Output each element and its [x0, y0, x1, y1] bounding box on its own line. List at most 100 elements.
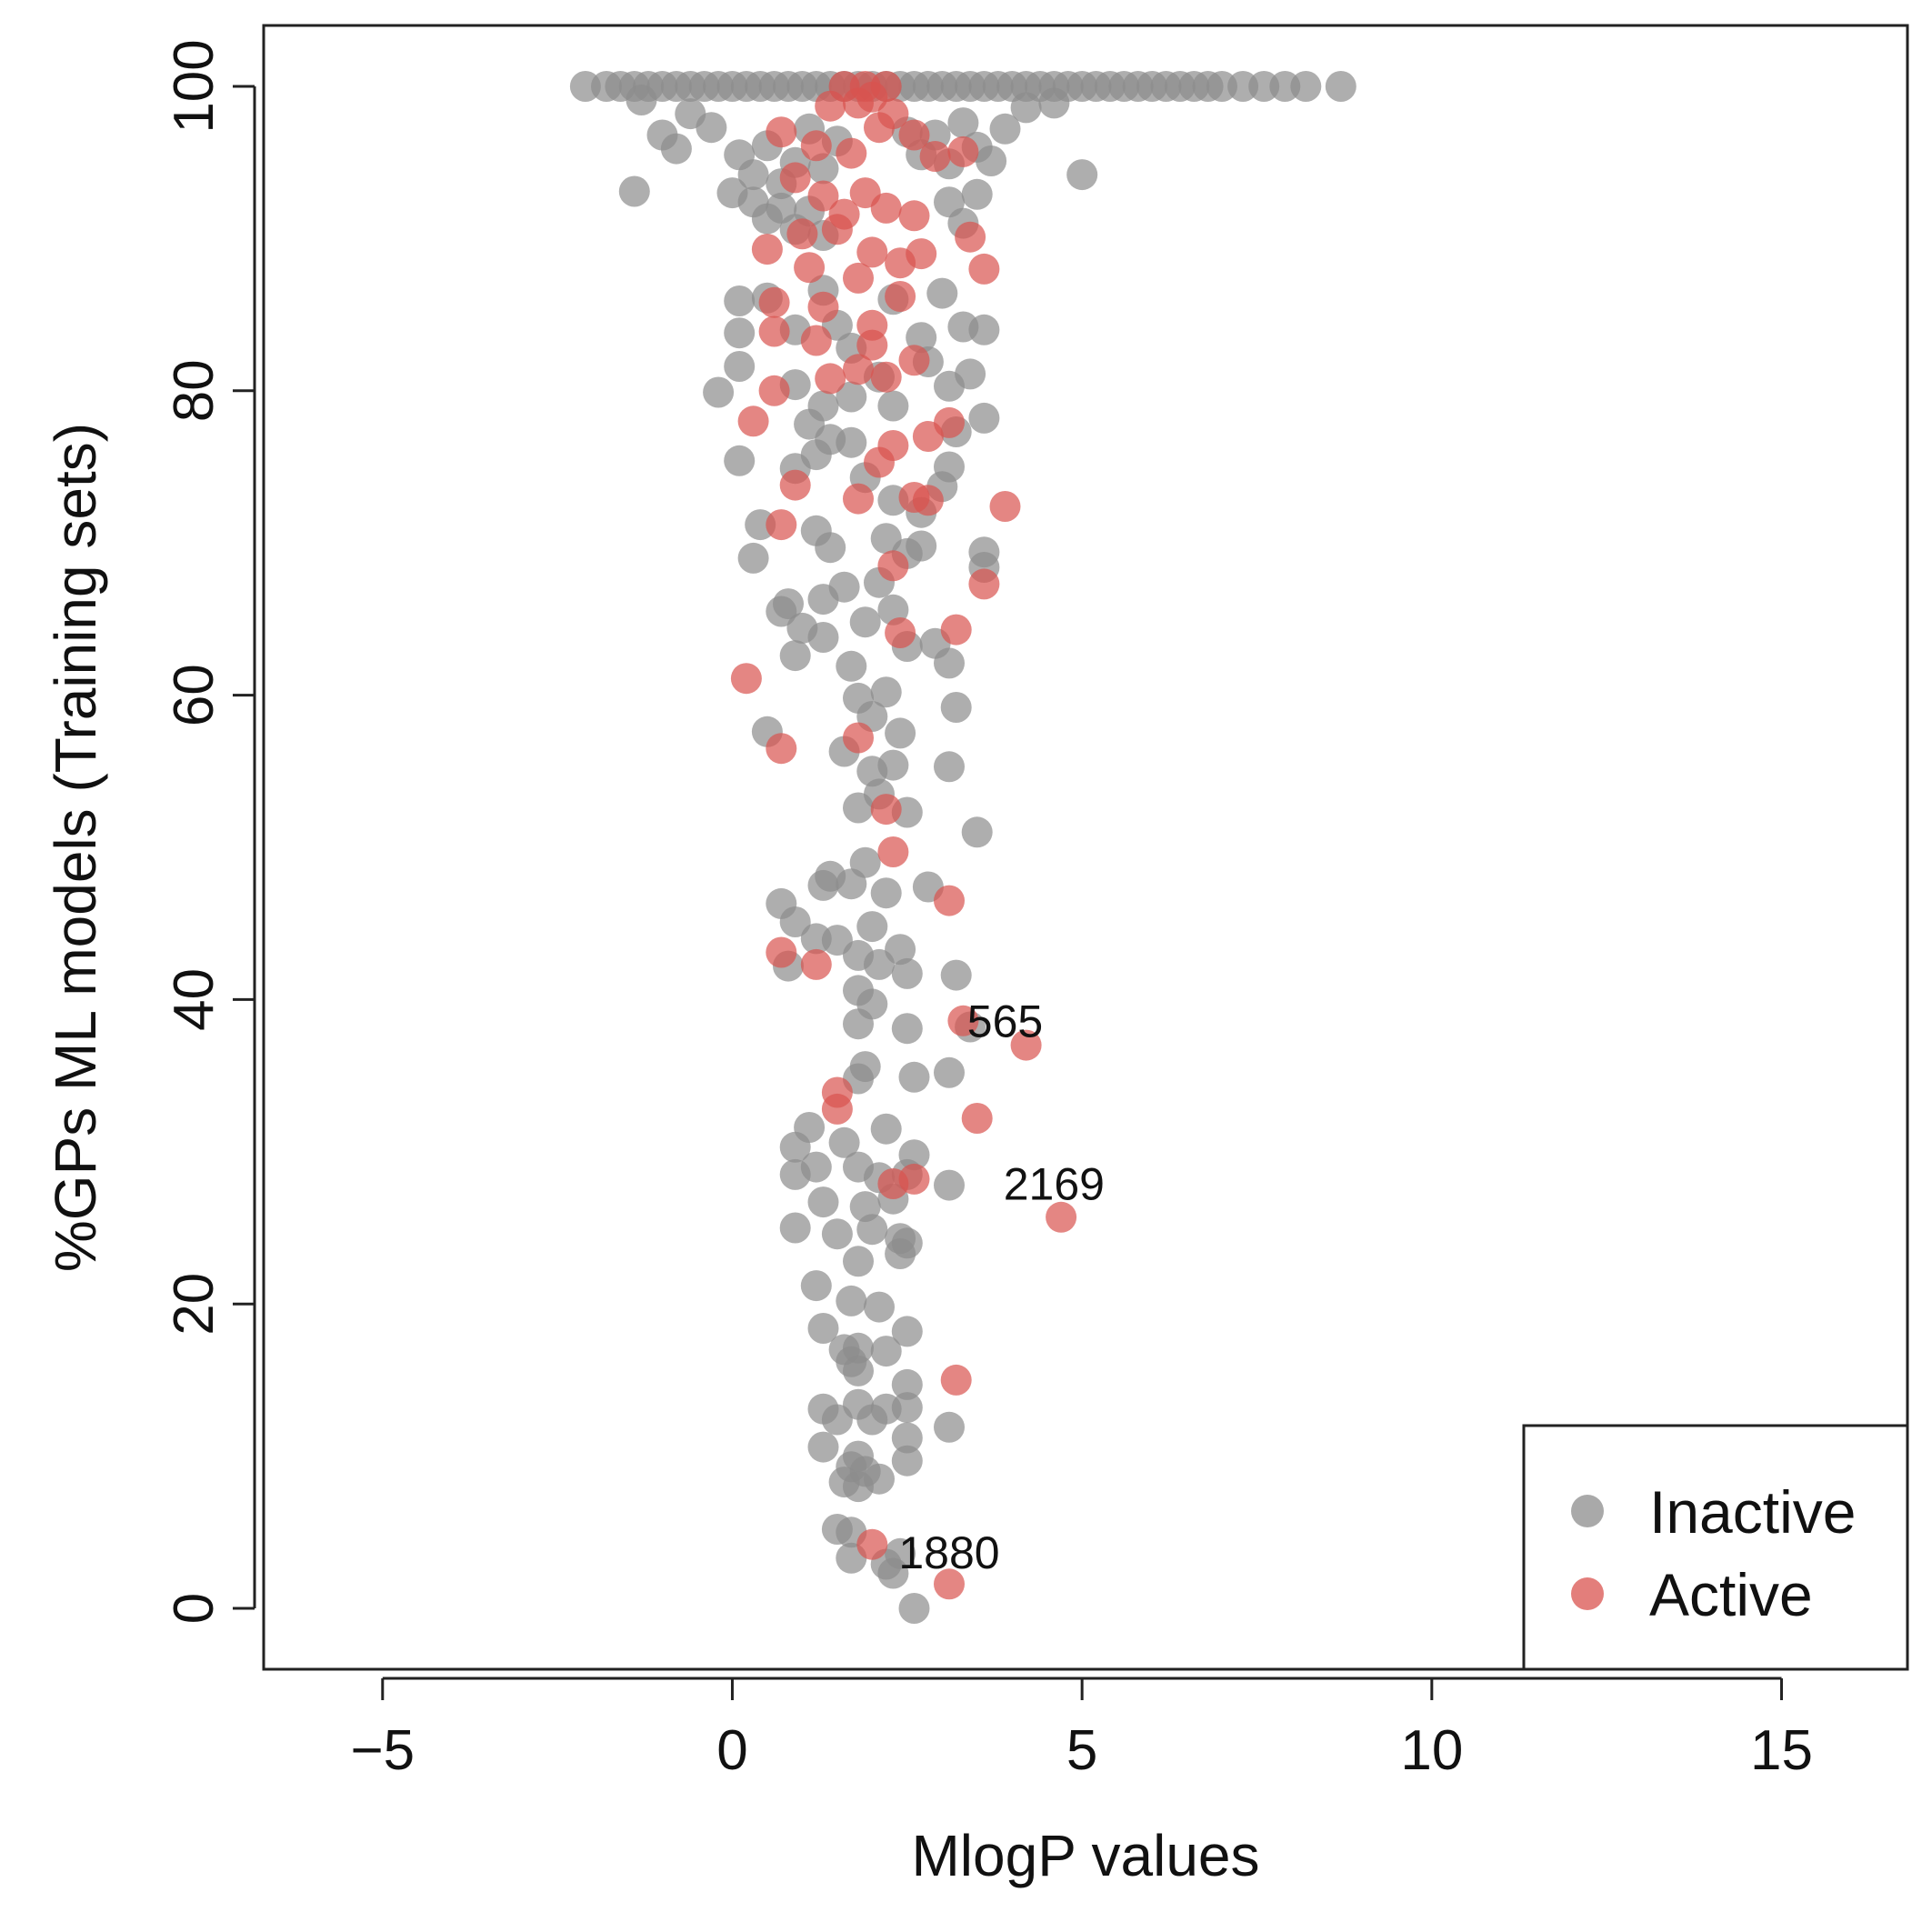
data-point-inactive	[836, 650, 867, 682]
x-tick-label: −5	[350, 1719, 415, 1782]
data-point-inactive	[968, 314, 1000, 345]
data-point-active	[919, 141, 951, 172]
data-point-active	[870, 192, 902, 224]
data-point-inactive	[724, 317, 756, 349]
data-point-inactive	[989, 113, 1021, 145]
legend-label-inactive: Inactive	[1649, 1478, 1856, 1546]
data-point-inactive	[940, 959, 972, 991]
data-point-inactive	[836, 868, 867, 900]
data-point-inactive	[696, 112, 727, 144]
data-point-active	[856, 81, 888, 113]
x-tick-label: 15	[1750, 1719, 1813, 1782]
data-point-inactive	[961, 816, 993, 848]
data-point-active	[766, 733, 797, 765]
x-axis-title: MlogP values	[911, 1823, 1259, 1888]
data-point-inactive	[815, 532, 846, 564]
data-point-active	[779, 162, 811, 194]
data-point-active	[786, 218, 818, 250]
data-point-active	[864, 446, 895, 478]
data-point-inactive	[947, 107, 979, 139]
data-point-inactive	[724, 445, 756, 476]
y-tick-label: 60	[163, 664, 225, 726]
data-point-active	[779, 469, 811, 501]
data-point-inactive	[891, 1368, 923, 1400]
data-point-inactive	[766, 596, 797, 627]
data-point-active	[877, 836, 909, 867]
data-point-inactive	[926, 277, 958, 309]
data-point-active	[821, 1093, 853, 1125]
data-point-inactive	[934, 451, 965, 483]
data-point-inactive	[891, 1316, 923, 1347]
points-layer	[569, 71, 1356, 1624]
data-point-inactive	[891, 957, 923, 989]
data-point-inactive	[703, 376, 735, 408]
data-point-active	[940, 614, 972, 646]
y-tick-label: 80	[163, 359, 225, 422]
data-point-inactive	[843, 1355, 874, 1386]
data-point-inactive	[836, 1285, 867, 1316]
data-point-inactive	[660, 133, 692, 165]
data-point-inactive	[934, 1169, 965, 1201]
data-point-inactive	[891, 1013, 923, 1045]
data-point-inactive	[885, 717, 916, 749]
data-point-inactive	[885, 1238, 916, 1269]
data-point-inactive	[856, 911, 888, 943]
data-point-active	[800, 325, 832, 356]
data-point-inactive	[864, 1291, 895, 1323]
data-point-active	[870, 794, 902, 826]
data-point-active	[968, 568, 1000, 600]
data-point-active	[1010, 1029, 1042, 1061]
point-annotation: 1880	[898, 1527, 999, 1578]
data-point-active	[807, 180, 839, 212]
data-point-inactive	[828, 571, 860, 603]
data-point-inactive	[836, 381, 867, 413]
plot-frame	[262, 24, 1909, 1671]
data-point-inactive	[779, 1131, 811, 1163]
data-point-active	[807, 291, 839, 323]
data-point-inactive	[870, 877, 902, 909]
data-point-active	[898, 345, 930, 376]
data-point-inactive	[1010, 92, 1042, 124]
data-point-inactive	[618, 175, 650, 207]
y-tick-label: 0	[163, 1593, 225, 1624]
data-point-inactive	[955, 358, 986, 390]
data-point-active	[758, 375, 790, 406]
data-point-inactive	[779, 1212, 811, 1244]
data-point-inactive	[891, 1422, 923, 1454]
legend-marker-inactive	[1571, 1495, 1604, 1527]
data-point-inactive	[870, 1336, 902, 1367]
data-point-inactive	[885, 934, 916, 966]
data-point-inactive	[724, 285, 756, 316]
data-point-active	[989, 491, 1021, 522]
data-point-active	[898, 1163, 930, 1195]
data-point-inactive	[898, 1593, 930, 1624]
legend: Inactive Active	[1522, 1424, 1909, 1671]
data-point-active	[934, 406, 965, 438]
data-point-inactive	[779, 1158, 811, 1190]
legend-marker-active	[1571, 1577, 1604, 1610]
data-point-inactive	[807, 1313, 839, 1344]
data-point-inactive	[877, 390, 909, 422]
data-point-inactive	[807, 1431, 839, 1463]
data-point-inactive	[870, 1113, 902, 1145]
data-point-inactive	[737, 159, 769, 191]
data-point-inactive	[934, 647, 965, 679]
data-point-active	[912, 485, 944, 516]
data-point-inactive	[843, 1008, 874, 1040]
data-point-inactive	[877, 749, 909, 781]
data-point-inactive	[779, 906, 811, 937]
data-point-inactive	[807, 1186, 839, 1218]
data-point-active	[877, 550, 909, 582]
data-point-inactive	[828, 1126, 860, 1158]
data-point-active	[737, 405, 769, 437]
data-point-inactive	[976, 145, 1007, 176]
data-point-active	[794, 252, 826, 284]
data-point-active	[843, 354, 874, 385]
data-point-inactive	[968, 402, 1000, 434]
y-tick-label: 100	[163, 39, 225, 133]
data-point-active	[1046, 1201, 1077, 1233]
data-point-inactive	[843, 1471, 874, 1503]
y-axis-title: %GPs ML models (Training sets)	[43, 423, 108, 1272]
y-axis: 0 20 40 60 80 100	[163, 39, 256, 1624]
data-point-inactive	[1325, 71, 1356, 102]
